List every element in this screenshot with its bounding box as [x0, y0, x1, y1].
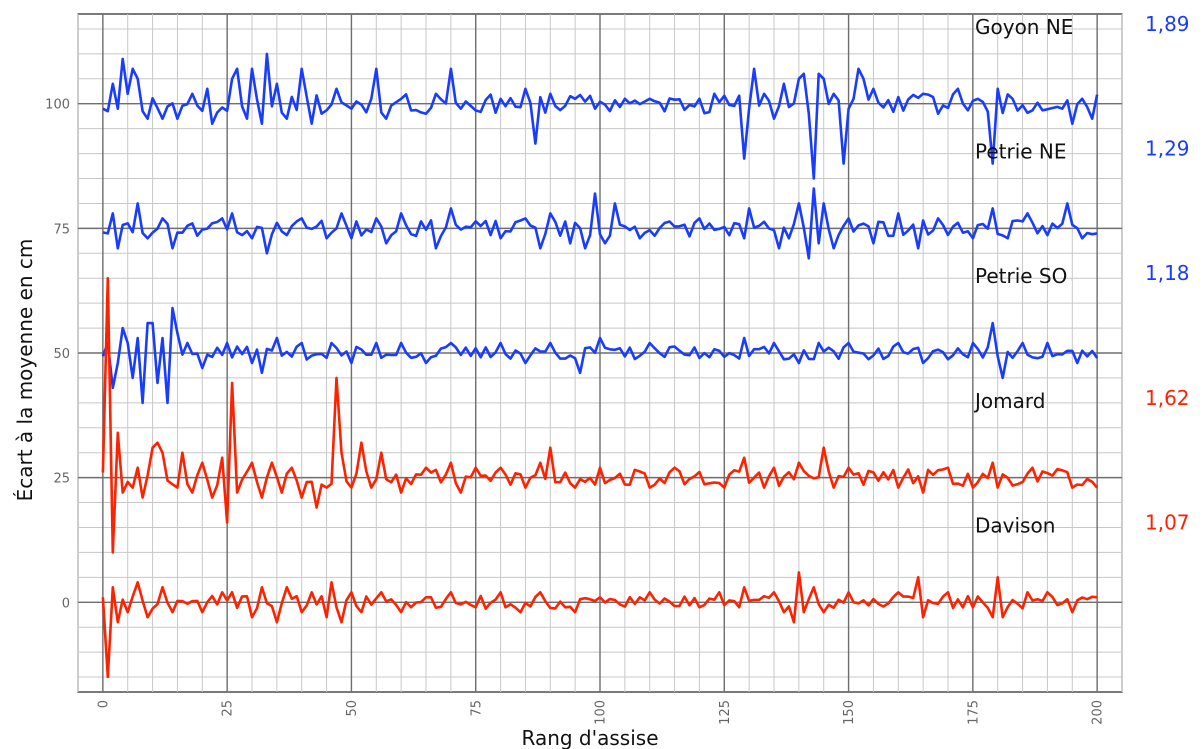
y-tick-label: 0 [62, 596, 70, 611]
x-tick-label: 175 [966, 700, 981, 725]
series-name-label: Petrie SO [975, 264, 1067, 288]
series-lines [101, 52, 1099, 679]
series-name-label: Davison [975, 513, 1055, 537]
x-tick-label: 50 [345, 700, 360, 717]
x-tick-label: 200 [1091, 700, 1106, 725]
x-tick-label: 25 [221, 700, 236, 717]
series-value-label: 1,18 [1145, 261, 1190, 285]
y-tick-label: 75 [53, 222, 70, 237]
series-line-davison [101, 571, 1098, 679]
series-value-label: 1,29 [1145, 137, 1190, 161]
series-name-label: Jomard [973, 389, 1045, 413]
y-tick-label: 25 [53, 472, 70, 487]
series-value-label: 1,89 [1145, 12, 1190, 36]
axis-ticks: 0 25 50 75 100 0 25 50 75 100 125 150 175 200 [45, 98, 1106, 725]
series-line-petrie-ne [102, 187, 1098, 260]
x-tick-label: 150 [842, 700, 857, 725]
y-tick-label: 50 [53, 347, 70, 362]
x-tick-label: 100 [594, 700, 609, 725]
x-tick-label: 125 [718, 700, 733, 725]
x-axis-title: Rang d'assise [521, 726, 658, 749]
y-axis-title: Écart à la moyenne en cm [13, 239, 37, 502]
series-name-label: Petrie NE [975, 140, 1067, 164]
x-tick-label: 0 [96, 700, 111, 708]
series-line-goyon-ne [102, 52, 1099, 180]
x-tick-label: 75 [469, 700, 484, 717]
series-value-label: 1,62 [1145, 386, 1190, 410]
y-tick-label: 100 [45, 98, 70, 113]
series-name-label: Goyon NE [975, 15, 1073, 39]
series-labels: Goyon NE 1,89 Petrie NE 1,29 Petrie SO 1,18 Jo… [973, 12, 1190, 538]
series-value-label: 1,07 [1145, 510, 1190, 534]
grid [77, 13, 1123, 693]
series-line-jomard [101, 276, 1099, 554]
series-line-petrie-so [101, 306, 1099, 405]
